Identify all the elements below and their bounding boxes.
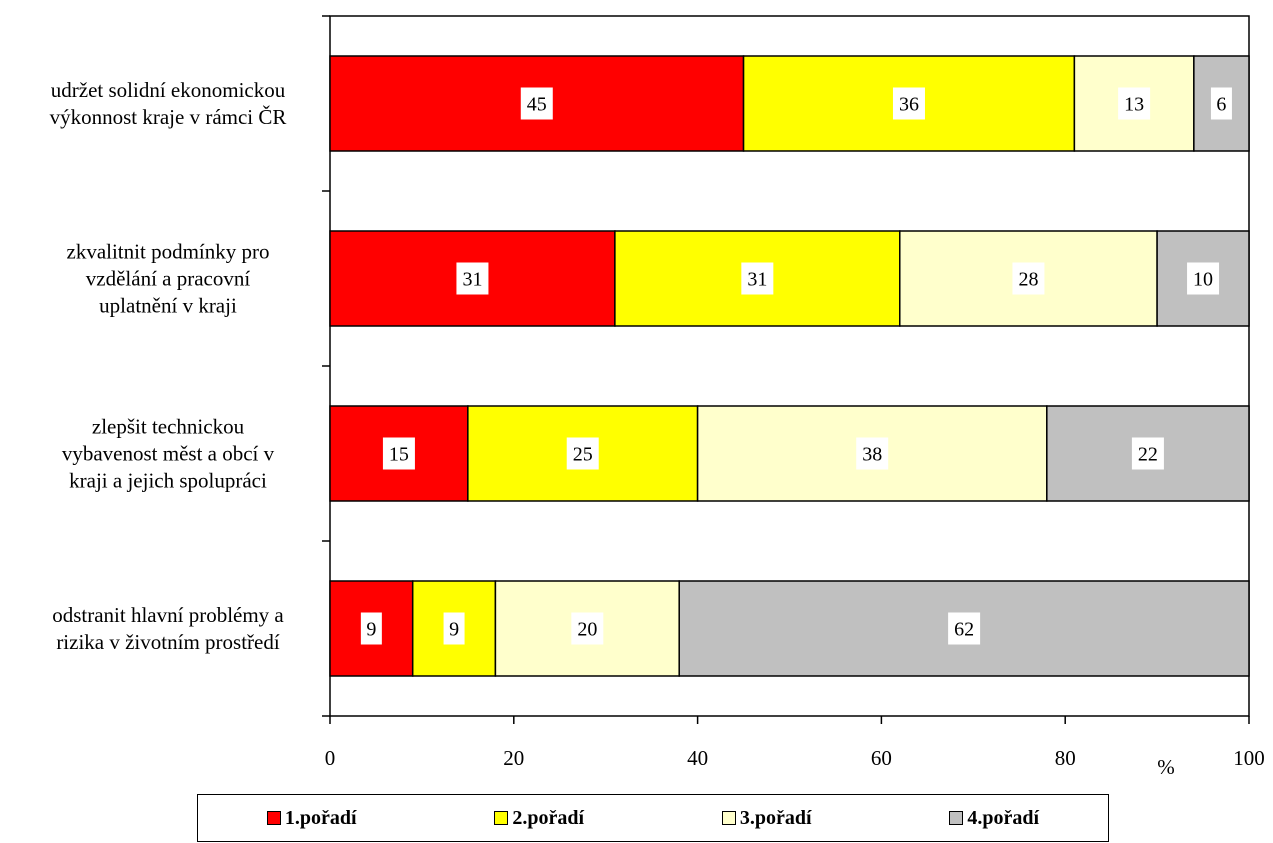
legend-item: 1.pořadí (266, 806, 357, 830)
category-label: vybavenost měst a obcí v (62, 442, 275, 466)
data-label: 25 (573, 444, 593, 466)
data-label-box (456, 262, 489, 295)
x-tick-label: 20 (503, 746, 524, 770)
data-label: 10 (1193, 269, 1213, 291)
bars-layer (329, 55, 1250, 677)
data-label: 45 (527, 94, 547, 116)
data-label-box (443, 612, 465, 645)
legend-swatch (949, 811, 964, 825)
data-label-box (520, 87, 553, 120)
legend-label: 2.pořadí (512, 806, 585, 829)
data-labels-layer: 45 36 13 6 31 31 28 10 15 25 38 22 9 9 20 62 (360, 87, 1232, 645)
x-axis: 0 20 40 60 80 100 (325, 716, 1265, 770)
category-labels-layer: udržet solidní ekonomickou výkonnost kraj… (50, 78, 287, 654)
category-label: zlepšit technickou (92, 415, 245, 439)
data-label: 31 (462, 269, 482, 291)
x-tick-label: 40 (687, 746, 708, 770)
data-label: 9 (449, 619, 459, 641)
data-label: 31 (747, 269, 767, 291)
category-label: vzdělání a pracovní (86, 267, 251, 291)
data-label-box (892, 87, 925, 120)
category-label: rizika v životním prostředí (56, 630, 280, 654)
category-label: kraji a jejich spolupráci (69, 469, 267, 493)
data-label-box (1131, 437, 1164, 470)
data-label: 62 (954, 619, 974, 641)
x-tick-label: 100 (1233, 746, 1265, 770)
stacked-bar-chart: 45 36 13 6 31 31 28 10 15 25 38 22 9 9 20 62 udržet sol… (50, 15, 1265, 779)
data-label-box (1210, 87, 1232, 120)
legend-item: 3.pořadí (721, 806, 812, 830)
x-tick-label: 0 (325, 746, 336, 770)
data-label: 15 (389, 444, 409, 466)
legend-swatch (721, 811, 736, 825)
x-axis-unit-label: % (1157, 755, 1175, 779)
x-tick-label: 60 (871, 746, 892, 770)
data-label: 22 (1138, 444, 1158, 466)
legend-item: 2.pořadí (494, 807, 584, 830)
data-label-box (571, 612, 604, 645)
legend-item: 4.pořadí (949, 807, 1039, 830)
category-label: výkonnost kraje v rámci ČR (50, 105, 287, 129)
data-label-box (382, 437, 415, 470)
data-label: 9 (366, 619, 376, 641)
data-label-box (566, 437, 599, 470)
data-label: 13 (1124, 94, 1144, 116)
data-label: 28 (1018, 269, 1038, 291)
legend-swatch (266, 811, 281, 825)
category-label: uplatnění v kraji (99, 294, 237, 318)
data-label: 6 (1216, 94, 1226, 116)
data-label: 20 (577, 619, 597, 641)
data-label-box (1187, 262, 1220, 295)
category-label: odstranit hlavní problémy a (52, 603, 284, 627)
legend-label: 4.pořadí (967, 806, 1040, 829)
legend-label: 1.pořadí (284, 806, 357, 829)
data-label-box (948, 612, 981, 645)
data-label: 36 (899, 94, 919, 116)
data-label-box (856, 437, 889, 470)
category-label: zkvalitnit podmínky pro (67, 240, 270, 264)
data-label-box (1118, 87, 1151, 120)
legend-swatch (494, 811, 509, 825)
legend: 1.pořadí 2.pořadí 3.pořadí 4.pořadí (197, 794, 1109, 842)
data-label-box (1012, 262, 1045, 295)
data-label-box (360, 612, 382, 645)
legend-label: 3.pořadí (739, 806, 812, 829)
data-label: 38 (862, 444, 882, 466)
category-label: udržet solidní ekonomickou (51, 78, 286, 102)
x-tick-label: 80 (1055, 746, 1076, 770)
data-label-box (741, 262, 774, 295)
